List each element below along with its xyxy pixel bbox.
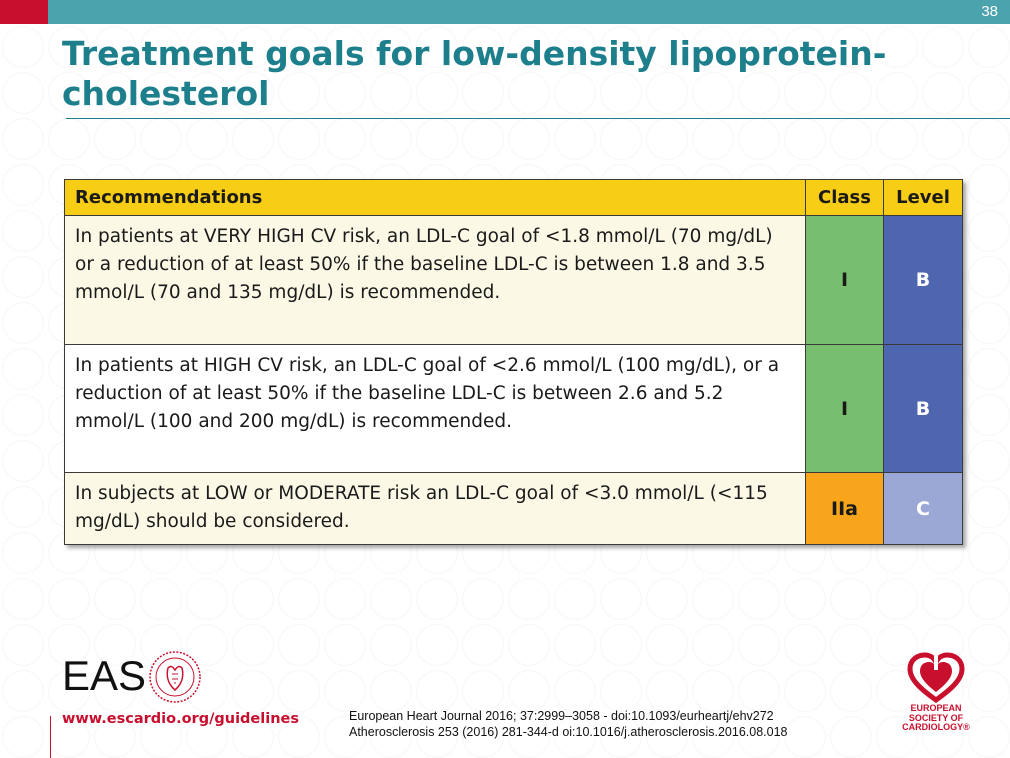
page-number: 38 [981,3,998,20]
reference-line: Atherosclerosis 253 (2016) 281-344-d oi:… [349,725,788,739]
references: European Heart Journal 2016; 37:2999–305… [349,708,787,740]
level-badge: B [883,215,963,345]
esc-logo: EUROPEAN SOCIETY OF CARDIOLOGY® [900,652,972,740]
esc-logo-line: CARDIOLOGY® [902,722,970,732]
footer-divider [50,716,51,758]
table-row: In patients at VERY HIGH CV risk, an LDL… [64,215,963,345]
table-row: In subjects at LOW or MODERATE risk an L… [64,472,963,545]
recommendation-text: In patients at HIGH CV risk, an LDL-C go… [64,344,806,473]
title-underline [66,118,1010,119]
table-row: In patients at HIGH CV risk, an LDL-C go… [64,344,963,473]
recommendations-table: Recommendations Class Level In patients … [64,179,963,545]
recommendation-text: In patients at VERY HIGH CV risk, an LDL… [64,215,806,345]
top-banner-red-block [0,0,48,24]
class-badge: I [805,344,884,473]
recommendation-text: In subjects at LOW or MODERATE risk an L… [64,472,806,545]
header-class: Class [805,179,884,216]
guidelines-link[interactable]: www.escardio.org/guidelines [62,711,299,727]
slide-title: Treatment goals for low-density lipoprot… [62,34,887,113]
header-level: Level [883,179,963,216]
class-badge: I [805,215,884,345]
eas-seal-icon [149,651,201,703]
level-badge: B [883,344,963,473]
esc-logo-line: EUROPEAN [910,703,962,713]
table-header-row: Recommendations Class Level [64,179,963,216]
class-badge: IIa [805,472,884,545]
top-banner [0,0,1010,24]
esc-logo-text: EUROPEAN SOCIETY OF CARDIOLOGY® [900,703,972,733]
esc-logo-line: SOCIETY OF [908,712,964,723]
eas-logo-text: EAS [62,652,147,699]
eas-logo: EAS [62,650,207,706]
reference-line: European Heart Journal 2016; 37:2999–305… [349,709,774,723]
esc-heart-icon [907,652,965,704]
header-recommendations: Recommendations [64,179,806,216]
level-badge: C [883,472,963,545]
